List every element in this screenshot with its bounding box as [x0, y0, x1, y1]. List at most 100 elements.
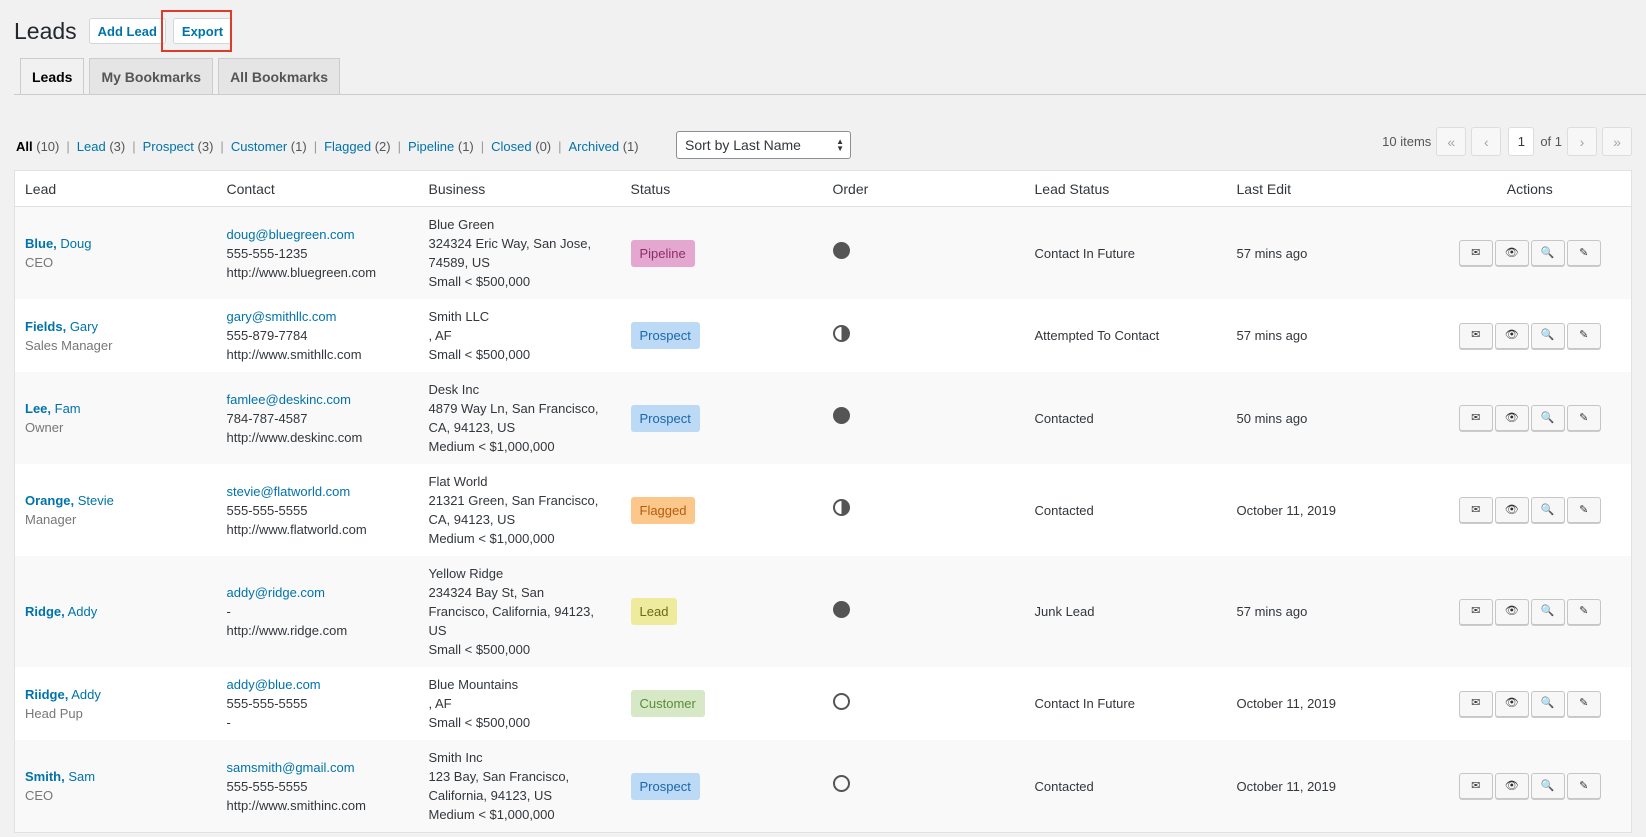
filter-count: (3) [197, 139, 214, 154]
tabs-divider [14, 94, 1646, 95]
email-action-button[interactable]: ✉ [1458, 405, 1493, 431]
lead-name-link[interactable]: Blue, Doug [25, 234, 207, 253]
last-page-button[interactable]: » [1602, 127, 1632, 156]
business-line: , AF [428, 696, 452, 711]
view-action-button[interactable]: 👁 [1494, 240, 1529, 266]
contact-email-link[interactable]: samsmith@gmail.com [226, 759, 355, 775]
contact-email-link[interactable]: famlee@deskinc.com [226, 391, 351, 407]
edit-action-button[interactable]: ✎ [1566, 240, 1601, 266]
sort-select[interactable]: Sort by Last Name ▲ ▼ [676, 131, 851, 159]
filter-separator: | [132, 139, 136, 154]
view-action-button[interactable]: 👁 [1494, 497, 1529, 523]
lead-first-name: Addy [71, 686, 101, 702]
order-cell [822, 206, 1025, 299]
filter-separator: | [66, 139, 70, 154]
search-icon: 🔍 [1540, 411, 1555, 424]
filter-separator: | [397, 139, 401, 154]
column-header-lead[interactable]: Lead [14, 170, 217, 207]
lead-title: Head Pup [25, 705, 83, 721]
tab-leads[interactable]: Leads [20, 58, 85, 95]
actions-cell: ✉ 👁 🔍 ✎ [1429, 667, 1632, 740]
email-action-button[interactable]: ✉ [1458, 240, 1493, 266]
lead-last-name: Lee, [25, 401, 52, 416]
search-action-button[interactable]: 🔍 [1530, 497, 1565, 523]
edit-action-button[interactable]: ✎ [1566, 497, 1601, 523]
search-icon: 🔍 [1540, 246, 1555, 259]
filter-prospect-link[interactable]: Prospect [142, 139, 194, 154]
lead-title: CEO [25, 255, 54, 270]
search-action-button[interactable]: 🔍 [1530, 773, 1565, 799]
table-header-row: Lead Contact Business Status Order Lead … [14, 170, 1632, 207]
order-indicator-icon [832, 499, 850, 516]
contact-email-link[interactable]: doug@bluegreen.com [226, 226, 355, 242]
business-line: Medium < $1,000,000 [428, 531, 555, 546]
business-line: 123 Bay, San Francisco, [428, 769, 570, 784]
filter-archived-link[interactable]: Archived [568, 139, 620, 154]
edit-action-button[interactable]: ✎ [1566, 773, 1601, 799]
page-title: Leads [14, 17, 77, 44]
view-action-button[interactable]: 👁 [1494, 322, 1529, 349]
lead-name-link[interactable]: Lee, Fam [25, 399, 207, 418]
lead-name-link[interactable]: Smith, Sam [25, 767, 207, 786]
lead-name-link[interactable]: Orange, Stevie [25, 491, 207, 510]
view-action-button[interactable]: 👁 [1494, 405, 1529, 431]
edit-action-button[interactable]: ✎ [1566, 598, 1601, 625]
actions-cell: ✉ 👁 🔍 ✎ [1428, 206, 1632, 299]
edit-action-button[interactable]: ✎ [1566, 322, 1601, 349]
lead-name-link[interactable]: Riidge, Addy [25, 685, 207, 704]
contact-email-link[interactable]: stevie@flatworld.com [226, 483, 351, 499]
filter-closed-link[interactable]: Closed [491, 139, 532, 154]
first-page-button[interactable]: « [1436, 127, 1467, 156]
view-action-button[interactable]: 👁 [1494, 690, 1529, 717]
lead-status-cell: Contacted [1034, 502, 1094, 518]
items-count: 10 items [1382, 134, 1432, 149]
order-indicator-icon [832, 775, 850, 792]
edit-action-button[interactable]: ✎ [1566, 405, 1601, 431]
email-icon: ✉ [1471, 411, 1481, 424]
filter-flagged-link[interactable]: Flagged [324, 139, 372, 154]
prev-page-button[interactable]: ‹ [1471, 127, 1502, 156]
business-line: Small < $500,000 [428, 347, 531, 362]
lead-status-cell: Attempted To Contact [1034, 328, 1160, 343]
contact-cell: addy@blue.com 555-555-5555 - [217, 667, 419, 740]
search-action-button[interactable]: 🔍 [1530, 405, 1565, 431]
tab-all-bookmarks[interactable]: All Bookmarks [218, 58, 341, 94]
search-action-button[interactable]: 🔍 [1530, 598, 1565, 625]
actions-cell: ✉ 👁 🔍 ✎ [1428, 556, 1632, 667]
search-action-button[interactable]: 🔍 [1530, 322, 1565, 349]
add-lead-button[interactable]: Add Lead [88, 18, 166, 44]
filter-pipeline-link[interactable]: Pipeline [407, 139, 455, 154]
contact-email-link[interactable]: gary@smithllc.com [226, 309, 337, 324]
contact-email-link[interactable]: addy@ridge.com [226, 585, 325, 600]
email-action-button[interactable]: ✉ [1458, 773, 1493, 799]
order-cell [822, 740, 1025, 833]
filter-item: Closed (0) [491, 139, 551, 154]
business-line: CA, 94123, US [428, 420, 516, 435]
lead-cell: Fields, Gary Sales Manager [15, 299, 217, 372]
contact-email-link[interactable]: addy@blue.com [226, 677, 321, 692]
next-page-button[interactable]: › [1567, 127, 1597, 156]
export-highlight-box [161, 10, 232, 52]
filter-customer-link[interactable]: Customer [230, 139, 288, 154]
lead-name-link[interactable]: Ridge, Addy [25, 602, 207, 621]
email-action-button[interactable]: ✉ [1458, 322, 1493, 349]
status-badge: Lead [630, 598, 678, 625]
filter-lead-link[interactable]: Lead [76, 139, 106, 154]
lead-first-name: Fam [54, 401, 81, 416]
search-action-button[interactable]: 🔍 [1530, 240, 1565, 266]
business-line: 4879 Way Ln, San Francisco, [428, 401, 599, 416]
filter-all-link[interactable]: All [16, 139, 33, 154]
email-action-button[interactable]: ✉ [1458, 690, 1493, 717]
view-action-button[interactable]: 👁 [1494, 773, 1529, 799]
view-icon: 👁 [1504, 329, 1519, 341]
view-action-button[interactable]: 👁 [1494, 598, 1529, 625]
business-line: 74589, US [428, 255, 490, 270]
lead-name-link[interactable]: Fields, Gary [25, 317, 207, 336]
email-action-button[interactable]: ✉ [1458, 497, 1493, 523]
email-action-button[interactable]: ✉ [1458, 598, 1493, 625]
current-page-input[interactable]: 1 [1508, 127, 1535, 156]
tab-my-bookmarks[interactable]: My Bookmarks [89, 58, 214, 94]
edit-action-button[interactable]: ✎ [1566, 690, 1601, 717]
search-action-button[interactable]: 🔍 [1530, 690, 1565, 717]
edit-icon: ✎ [1579, 503, 1589, 516]
